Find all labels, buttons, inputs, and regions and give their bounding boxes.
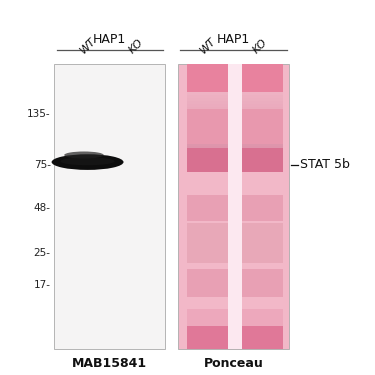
Bar: [187, 175, 228, 190]
Bar: [187, 101, 228, 104]
Bar: [242, 118, 283, 121]
Bar: [228, 64, 242, 349]
Bar: [187, 144, 228, 146]
Bar: [242, 135, 283, 138]
Bar: [242, 64, 283, 349]
Bar: [242, 106, 283, 109]
Text: HAP1: HAP1: [217, 33, 250, 46]
Bar: [242, 104, 283, 106]
Ellipse shape: [52, 154, 123, 170]
Text: HAP1: HAP1: [93, 33, 126, 46]
Bar: [187, 98, 228, 101]
Bar: [187, 132, 228, 135]
Bar: [187, 138, 228, 141]
Text: WT: WT: [199, 36, 218, 56]
Bar: [242, 224, 283, 263]
Bar: [242, 98, 283, 101]
Bar: [187, 124, 228, 126]
Bar: [242, 121, 283, 124]
Bar: [242, 95, 283, 98]
Bar: [242, 148, 283, 172]
Text: 48-: 48-: [34, 202, 51, 213]
Bar: [242, 129, 283, 132]
Bar: [242, 110, 283, 144]
Text: KO: KO: [251, 38, 269, 56]
Bar: [187, 141, 228, 144]
Bar: [187, 269, 228, 297]
Bar: [242, 101, 283, 104]
Bar: [178, 64, 289, 349]
Bar: [187, 309, 228, 326]
Bar: [187, 326, 228, 349]
Text: 17-: 17-: [34, 280, 51, 290]
Text: WT: WT: [78, 36, 98, 56]
Bar: [187, 64, 228, 349]
Text: Ponceau: Ponceau: [204, 357, 263, 370]
Bar: [242, 195, 283, 220]
Bar: [187, 95, 228, 98]
Ellipse shape: [64, 152, 104, 159]
Bar: [187, 148, 228, 172]
Bar: [242, 112, 283, 115]
Bar: [187, 121, 228, 124]
Bar: [187, 64, 228, 92]
Bar: [242, 309, 283, 326]
Ellipse shape: [61, 158, 114, 165]
Bar: [187, 112, 228, 115]
Bar: [242, 144, 283, 146]
Bar: [187, 118, 228, 121]
Bar: [187, 110, 228, 112]
Bar: [187, 146, 228, 149]
Bar: [242, 124, 283, 126]
Bar: [242, 326, 283, 349]
Bar: [187, 115, 228, 118]
Bar: [187, 195, 228, 220]
Text: 135-: 135-: [27, 109, 51, 118]
Bar: [187, 129, 228, 132]
Text: 25-: 25-: [34, 248, 51, 258]
Bar: [187, 104, 228, 106]
Text: KO: KO: [127, 38, 145, 56]
Bar: [242, 141, 283, 144]
Bar: [187, 92, 228, 95]
Bar: [187, 126, 228, 129]
Text: MAB15841: MAB15841: [72, 357, 147, 370]
Bar: [242, 132, 283, 135]
Text: STAT 5b: STAT 5b: [300, 158, 350, 171]
Bar: [242, 92, 283, 95]
Bar: [242, 64, 283, 92]
Bar: [187, 106, 228, 109]
Bar: [242, 269, 283, 297]
Bar: [242, 115, 283, 118]
Bar: [242, 126, 283, 129]
Bar: [187, 224, 228, 263]
Bar: [242, 175, 283, 190]
Bar: [187, 135, 228, 138]
Bar: [187, 110, 228, 144]
Bar: [242, 146, 283, 149]
Bar: [242, 110, 283, 112]
Bar: [54, 64, 165, 349]
Text: 75-: 75-: [34, 160, 51, 170]
Bar: [242, 138, 283, 141]
